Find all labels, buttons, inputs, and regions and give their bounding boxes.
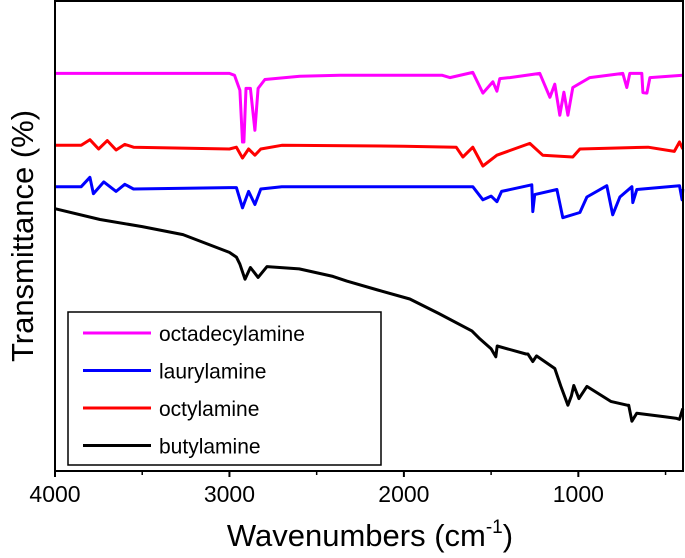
legend-item-butylamine: butylamine (83, 436, 261, 459)
series-line-octylamine (55, 138, 685, 168)
x-axis-title-superscript: -1 (486, 517, 503, 538)
x-tick-label: 2000 (378, 481, 429, 507)
y-axis-title: Transmittance (%) (5, 110, 40, 362)
legend-label: octylamine (159, 398, 259, 421)
x-tick-label: 4000 (29, 481, 80, 507)
x-axis-title-close: ) (503, 518, 513, 553)
series-line-laurylamine (55, 175, 685, 220)
series-line-octadecylamine (55, 70, 683, 144)
series-line-butylamine (54, 207, 685, 423)
legend: octadecylamine laurylamine octylamine butyl… (67, 311, 382, 466)
legend-label: laurylamine (159, 361, 266, 384)
series-layer (54, 70, 685, 423)
legend-label: octadecylamine (159, 323, 305, 346)
legend-label: butylamine (159, 436, 261, 459)
x-axis-title-main: Wavenumbers (cm (227, 518, 486, 553)
legend-item-octylamine: octylamine (83, 398, 259, 421)
x-tick-label: 1000 (553, 481, 604, 507)
x-axis-ticks: 4000 3000 2000 1000 (29, 471, 667, 507)
x-axis-title: Wavenumbers (cm-1) (227, 517, 513, 553)
legend-item-laurylamine: laurylamine (83, 361, 266, 384)
x-tick-label: 3000 (204, 481, 255, 507)
legend-item-octadecylamine: octadecylamine (83, 323, 305, 346)
legend-box (67, 311, 382, 466)
plot-frame (54, 0, 684, 472)
